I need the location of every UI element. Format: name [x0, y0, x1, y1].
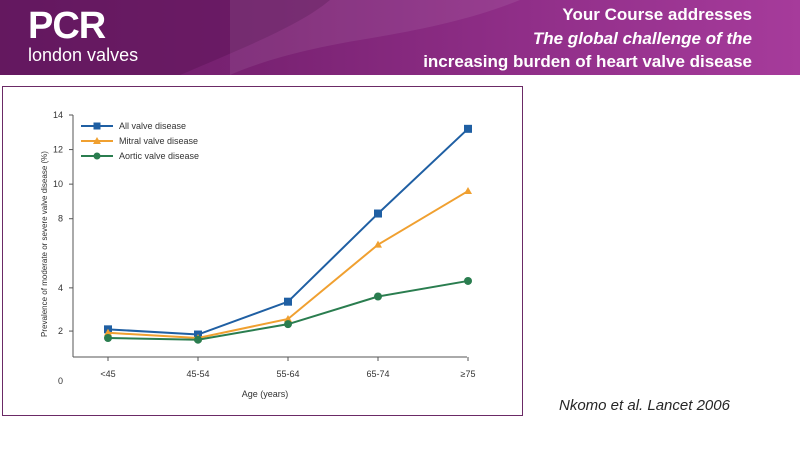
slide-title: Your Course addresses The global challen…: [423, 3, 752, 74]
data-point-all: [464, 124, 472, 133]
legend-marker-all: [93, 122, 101, 130]
logo-subtitle: london valves: [28, 45, 139, 65]
y-tick-label: 10: [53, 179, 63, 189]
line-chart: 0 2 4 8 10 12 14 <45 45-54 55-64 65-74 ≥75 Age (year…: [40, 110, 475, 399]
data-point-aortic: [104, 333, 112, 342]
y-tick-label: 0: [58, 376, 63, 386]
header-decoration: [0, 0, 520, 75]
x-tick-label: <45: [100, 369, 115, 379]
y-tick-label: 4: [58, 283, 63, 293]
data-point-mitral: [104, 328, 112, 336]
y-tick-label: 8: [58, 214, 63, 224]
chart-axes: 0 2 4 8 10 12 14 <45 45-54 55-64 65-74 ≥75 Age (year…: [40, 110, 475, 399]
y-tick-label: 14: [53, 110, 63, 120]
x-tick-label: ≥75: [461, 369, 476, 379]
data-point-aortic: [194, 335, 202, 344]
data-point-all: [374, 209, 382, 218]
logo-pcr: PCR: [28, 5, 106, 47]
y-tick-label: 2: [58, 326, 63, 336]
data-point-aortic: [284, 320, 292, 329]
y-axis-label: Prevalence of moderate or severe valve d…: [40, 151, 49, 337]
x-tick-label: 55-64: [276, 369, 299, 379]
chart-legend: All valve disease Mitral valve disease Aor…: [81, 121, 199, 161]
x-axis-label: Age (years): [242, 389, 289, 399]
legend-label-aortic: Aortic valve disease: [119, 151, 199, 161]
legend-marker-mitral: [93, 137, 101, 144]
header-banner: PCR london valves Your Course addresses …: [0, 0, 800, 75]
data-point-all: [284, 297, 292, 306]
x-tick-label: 45-54: [186, 369, 209, 379]
legend-label-mitral: Mitral valve disease: [119, 136, 198, 146]
legend-label-all: All valve disease: [119, 121, 186, 131]
chart-series: [104, 124, 472, 344]
data-point-aortic: [464, 276, 472, 285]
chart-panel: 0 2 4 8 10 12 14 <45 45-54 55-64 65-74 ≥75 Age (year…: [2, 86, 523, 416]
data-point-aortic: [374, 292, 382, 301]
title-line-3: increasing burden of heart valve disease: [423, 52, 752, 71]
data-point-mitral: [374, 240, 382, 248]
series-line-aortic: [107, 279, 469, 341]
legend-marker-aortic: [93, 152, 101, 160]
title-line-1: Your Course addresses: [562, 5, 752, 24]
citation: Nkomo et al. Lancet 2006: [559, 397, 730, 414]
title-line-2: The global challenge of the: [532, 28, 752, 48]
x-tick-label: 65-74: [366, 369, 389, 379]
data-point-mitral: [284, 314, 292, 322]
y-tick-label: 12: [53, 145, 63, 155]
data-point-mitral: [464, 187, 472, 195]
